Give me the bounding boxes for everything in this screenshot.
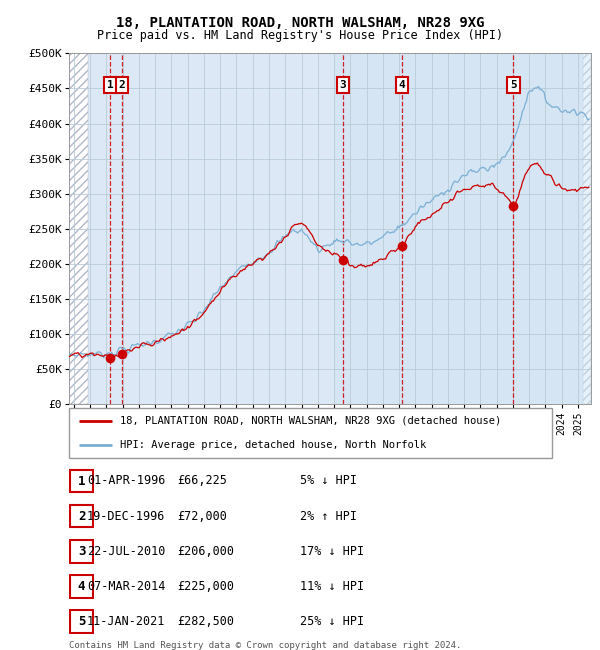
Bar [583, 53, 591, 404]
Text: 2: 2 [119, 80, 125, 90]
Text: 07-MAR-2014: 07-MAR-2014 [87, 580, 166, 593]
Text: 1: 1 [78, 474, 85, 488]
Bar [69, 53, 88, 404]
Text: 17% ↓ HPI: 17% ↓ HPI [300, 545, 364, 558]
Text: 5: 5 [78, 615, 85, 628]
Text: 1: 1 [107, 80, 114, 90]
Text: 18, PLANTATION ROAD, NORTH WALSHAM, NR28 9XG (detached house): 18, PLANTATION ROAD, NORTH WALSHAM, NR28… [120, 416, 501, 426]
FancyBboxPatch shape [69, 408, 552, 458]
Text: 19-DEC-1996: 19-DEC-1996 [87, 510, 166, 523]
Text: 18, PLANTATION ROAD, NORTH WALSHAM, NR28 9XG: 18, PLANTATION ROAD, NORTH WALSHAM, NR28… [116, 16, 484, 31]
Text: £282,500: £282,500 [177, 615, 234, 628]
Text: 2% ↑ HPI: 2% ↑ HPI [300, 510, 357, 523]
Text: 3: 3 [340, 80, 346, 90]
Text: 4: 4 [78, 580, 85, 593]
Bar [334, 53, 591, 404]
Text: 5: 5 [510, 80, 517, 90]
Text: 4: 4 [398, 80, 406, 90]
Text: 25% ↓ HPI: 25% ↓ HPI [300, 615, 364, 628]
Text: HPI: Average price, detached house, North Norfolk: HPI: Average price, detached house, Nort… [120, 440, 426, 450]
Text: £72,000: £72,000 [177, 510, 227, 523]
Text: £225,000: £225,000 [177, 580, 234, 593]
Text: 11-JAN-2021: 11-JAN-2021 [87, 615, 166, 628]
Text: £66,225: £66,225 [177, 474, 227, 488]
Text: Price paid vs. HM Land Registry's House Price Index (HPI): Price paid vs. HM Land Registry's House … [97, 29, 503, 42]
Text: 3: 3 [78, 545, 85, 558]
Text: 2: 2 [78, 510, 85, 523]
Text: Contains HM Land Registry data © Crown copyright and database right 2024.: Contains HM Land Registry data © Crown c… [69, 641, 461, 650]
Text: 22-JUL-2010: 22-JUL-2010 [87, 545, 166, 558]
Text: 5% ↓ HPI: 5% ↓ HPI [300, 474, 357, 488]
Text: 01-APR-1996: 01-APR-1996 [87, 474, 166, 488]
Text: £206,000: £206,000 [177, 545, 234, 558]
Text: 11% ↓ HPI: 11% ↓ HPI [300, 580, 364, 593]
